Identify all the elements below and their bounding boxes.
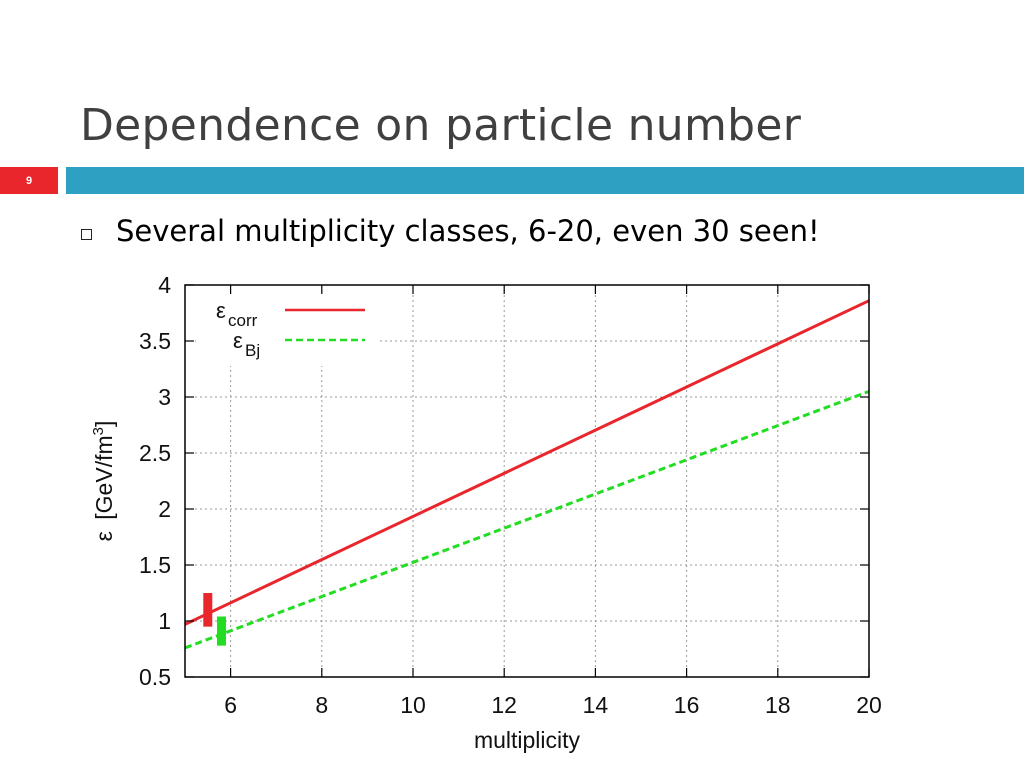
x-tick-label: 10 [400,692,426,718]
y-tick-label: 1 [158,608,171,634]
x-tick-label: 16 [674,692,700,718]
chart-legend: ε corr ε Bj [196,292,378,366]
y-tick-label: 4 [158,272,171,298]
x-tick-label: 20 [856,692,882,718]
slide-title: Dependence on particle number [80,100,802,151]
bullet-text: Several multiplicity classes, 6-20, even… [116,214,820,248]
x-tick-label: 6 [224,692,237,718]
y-axis-label-symbol: ε [91,531,117,541]
x-tick-label: 18 [765,692,791,718]
y-tick-label: 2 [158,496,171,522]
x-axis-label: multiplicity [474,727,581,753]
x-tick-label: 8 [315,692,328,718]
y-axis-label-close: ] [91,421,117,427]
series-line-bj [184,389,870,650]
x-tick-label: 12 [491,692,517,718]
chart-series [184,299,870,650]
legend-background [196,292,378,366]
y-tick-label: 2.5 [139,440,171,466]
plot-frame [184,284,870,678]
series-line-corr [184,299,870,626]
y-axis-label-text: [GeV/fm [91,435,117,519]
axis-ticks: 6 8 10 12 14 16 18 20 0.5 1 1.5 2 2.5 3 3.5 4 [139,272,882,718]
y-axis-label-sup: 3 [90,427,107,435]
y-axis-label: ε [GeV/fm3] [90,421,117,542]
slide-number-badge: 9 [0,167,58,194]
legend-label-corr: corr [228,311,258,330]
y-tick-label: 0.5 [139,664,171,690]
bullet-square-icon [81,229,92,240]
legend-symbol-bj: ε [233,328,243,353]
x-tick-label: 14 [583,692,609,718]
y-tick-label: 3 [158,384,171,410]
y-tick-label: 1.5 [139,552,171,578]
title-accent-bar [66,167,1024,194]
legend-symbol-corr: ε [216,298,226,323]
legend-label-bj: Bj [245,341,260,360]
y-tick-label: 3.5 [139,328,171,354]
